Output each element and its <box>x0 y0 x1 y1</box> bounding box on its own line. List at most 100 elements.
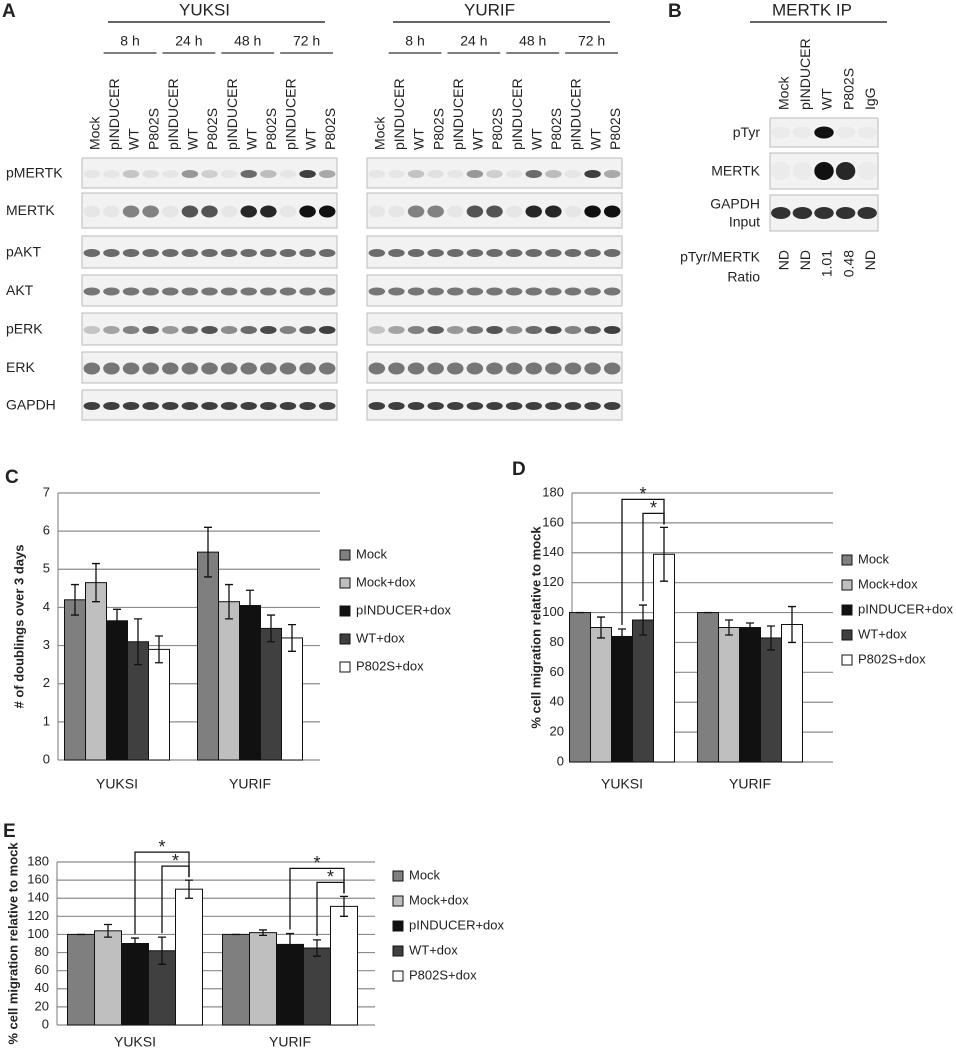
legend-label: P802S+dox <box>858 651 926 666</box>
band <box>545 326 562 334</box>
band <box>162 402 179 410</box>
y-tick-label: 100 <box>542 604 564 619</box>
error-bar <box>246 589 254 622</box>
bar <box>249 932 277 1026</box>
lane-label: P802S <box>263 108 279 150</box>
error-bar <box>134 618 142 666</box>
band <box>407 287 425 296</box>
band <box>162 205 179 218</box>
band <box>388 326 405 334</box>
y-tick-label: 180 <box>27 853 49 868</box>
band <box>835 207 856 219</box>
ratio-value: ND <box>776 250 792 270</box>
y-tick-label: 80 <box>35 944 49 959</box>
significance-mark: * <box>172 851 179 871</box>
band <box>545 205 562 218</box>
lane-label: WT <box>528 128 544 150</box>
lane-label: pINDUCER <box>797 38 813 110</box>
y-tick-label: 100 <box>27 926 49 941</box>
error-bar <box>340 895 348 917</box>
panel-label: C <box>5 467 19 488</box>
bar <box>197 551 219 761</box>
lane-label: IgG <box>862 87 878 110</box>
y-tick-label: 140 <box>27 890 49 905</box>
lane-label: WT <box>126 128 142 150</box>
error-bar <box>597 616 605 639</box>
error-bar <box>639 604 647 636</box>
legend-swatch <box>339 577 351 589</box>
bar <box>239 605 261 761</box>
ratio-value: 1.01 <box>819 250 835 277</box>
lane-label: P802S <box>430 108 446 150</box>
significance-mark: * <box>313 853 320 873</box>
legend-swatch <box>392 970 404 982</box>
panel-label: B <box>668 1 682 22</box>
band <box>240 326 257 334</box>
band <box>584 287 601 296</box>
band <box>388 362 405 375</box>
band <box>368 205 386 218</box>
bar <box>590 627 612 763</box>
band <box>388 249 405 257</box>
y-tick-label: 20 <box>550 724 564 739</box>
band <box>505 205 523 218</box>
band <box>299 402 316 410</box>
band <box>299 362 316 375</box>
significance-bracket <box>134 851 190 935</box>
y-axis-label: % cell migration relative to mock <box>5 842 20 1045</box>
band <box>83 287 101 296</box>
band <box>279 170 297 178</box>
band <box>181 170 199 178</box>
band <box>792 207 813 219</box>
time-label: 72 h <box>578 33 605 49</box>
band <box>447 326 464 334</box>
bar <box>781 624 803 763</box>
band <box>793 162 812 180</box>
legend-label: Mock <box>858 551 890 566</box>
significance-bracket <box>289 867 345 930</box>
band <box>466 287 484 296</box>
band <box>220 326 238 334</box>
y-tick-label: 60 <box>550 664 564 679</box>
band <box>545 249 562 257</box>
band <box>486 362 503 375</box>
band <box>564 362 582 375</box>
row-label: pTyr <box>733 124 761 140</box>
band <box>318 362 336 375</box>
y-tick-label: 120 <box>27 908 49 923</box>
lane-label: WT <box>819 88 835 110</box>
band <box>564 205 582 218</box>
y-tick-label: 60 <box>35 962 49 977</box>
band <box>220 249 238 257</box>
band <box>260 205 277 218</box>
band <box>162 362 179 375</box>
band <box>142 205 159 218</box>
ratio-value: 0.48 <box>840 250 856 277</box>
band <box>279 402 297 410</box>
band <box>466 205 484 218</box>
legend-swatch <box>841 654 853 666</box>
band <box>388 205 405 218</box>
band <box>447 205 464 218</box>
significance-mark: * <box>639 484 646 504</box>
error-bar <box>92 562 100 603</box>
band <box>83 249 101 257</box>
bar <box>303 947 331 1026</box>
bar <box>106 620 128 761</box>
band <box>201 402 218 410</box>
row-label: MERTK <box>6 202 55 218</box>
y-tick-label: 140 <box>542 544 564 559</box>
band <box>584 170 601 178</box>
band <box>427 287 444 296</box>
error-bar <box>746 622 754 633</box>
band <box>122 170 140 178</box>
band <box>857 127 876 139</box>
band <box>83 362 101 375</box>
row-label: ERK <box>6 359 35 375</box>
lane-label: P802S <box>840 68 856 110</box>
band <box>201 170 218 178</box>
bar <box>569 612 591 763</box>
band <box>857 207 877 219</box>
lane-label: pINDUCER <box>391 78 407 150</box>
legend-swatch <box>339 549 351 561</box>
